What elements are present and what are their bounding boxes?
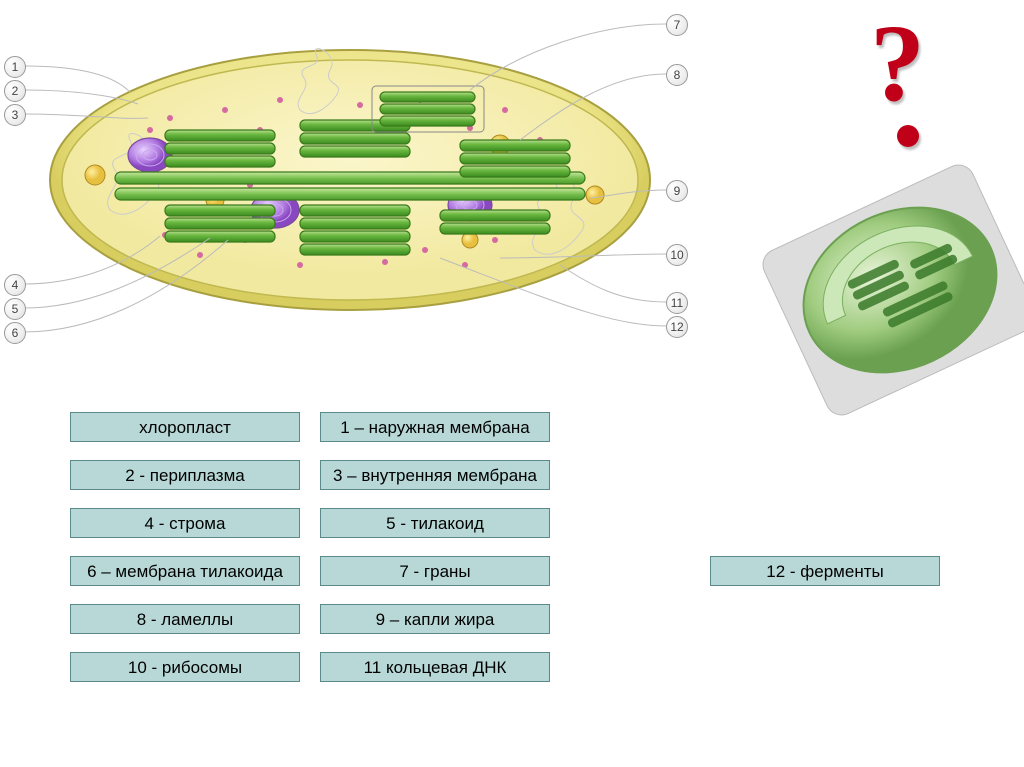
callout-8: 8 <box>666 64 688 86</box>
label-box: 4 - строма <box>70 508 300 538</box>
label-box: 5 - тилакоид <box>320 508 550 538</box>
label-box: 11 кольцевая ДНК <box>320 652 550 682</box>
question-mark-dot <box>897 125 919 147</box>
label-box: 7 - граны <box>320 556 550 586</box>
callout-9: 9 <box>666 180 688 202</box>
callout-7: 7 <box>666 14 688 36</box>
label-box: 10 - рибосомы <box>70 652 300 682</box>
label-box: 12 - ферменты <box>710 556 940 586</box>
label-box: 1 – наружная мембрана <box>320 412 550 442</box>
question-mark-icon: ? <box>870 0 925 127</box>
callout-5: 5 <box>4 298 26 320</box>
label-box: 8 - ламеллы <box>70 604 300 634</box>
callout-11: 11 <box>666 292 688 314</box>
label-box: 6 – мембрана тилакоида <box>70 556 300 586</box>
chloroplast-diagram <box>0 0 700 360</box>
label-box: 3 – внутренняя мембрана <box>320 460 550 490</box>
label-box: 9 – капли жира <box>320 604 550 634</box>
callout-3: 3 <box>4 104 26 126</box>
label-box: 2 - периплазма <box>70 460 300 490</box>
callout-1: 1 <box>4 56 26 78</box>
chloroplast-slide: ? <box>0 0 1024 767</box>
callout-2: 2 <box>4 80 26 102</box>
callout-12: 12 <box>666 316 688 338</box>
chloroplast-3d-icon <box>760 160 1024 420</box>
callout-4: 4 <box>4 274 26 296</box>
callout-6: 6 <box>4 322 26 344</box>
label-box: хлоропласт <box>70 412 300 442</box>
callout-10: 10 <box>666 244 688 266</box>
